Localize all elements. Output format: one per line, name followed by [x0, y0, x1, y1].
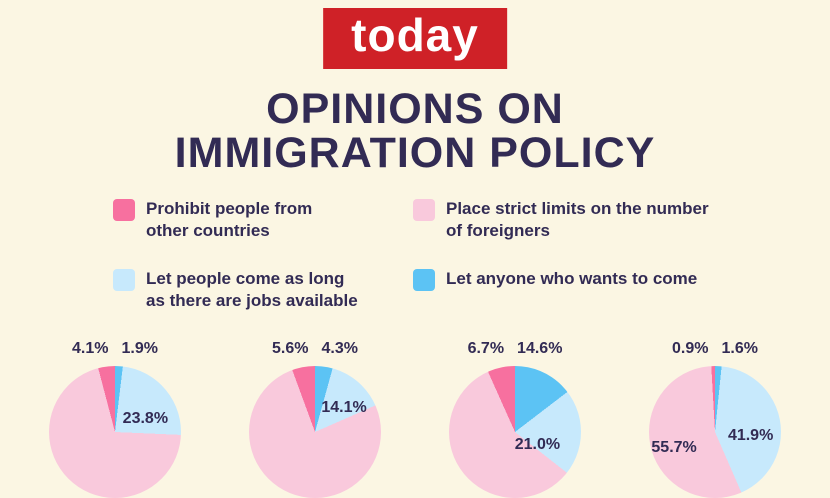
infographic-page: today OPINIONS ON IMMIGRATION POLICY Pro…: [0, 8, 830, 498]
jobs-available-swatch-icon: [113, 269, 135, 292]
page-title-line1: OPINIONS ON: [266, 85, 564, 133]
pie-chart-3: 21.0%: [449, 366, 581, 498]
legend: Prohibit people from other countries Pla…: [113, 198, 714, 312]
pie-chart-1-outer-labels: 4.1% 1.9%: [72, 338, 158, 360]
page-title-line2: IMMIGRATION POLICY: [174, 128, 656, 177]
legend-label-prohibit: Prohibit people from other countries: [146, 199, 313, 241]
pie-charts-row: 4.1% 1.9% 23.8% 5.6% 4.3% 14.1% 6.7% 14.…: [0, 338, 830, 498]
page-title: OPINIONS ON IMMIGRATION POLICY: [0, 85, 830, 177]
pie-chart-4-outer-labels: 0.9% 1.6%: [672, 338, 758, 360]
pie-chart-3-outer-labels: 6.7% 14.6%: [468, 338, 563, 360]
legend-item-jobs-available: Let people come as long as there are job…: [113, 268, 413, 312]
pie-chart-2-block: 5.6% 4.3% 14.1%: [230, 338, 400, 498]
pie4-let-anyone-percent-label: 1.6%: [721, 340, 758, 357]
pie2-let-anyone-percent-label: 4.3%: [321, 340, 358, 357]
legend-label-jobs-available: Let people come as long as there are job…: [146, 269, 358, 311]
pie4-jobs-available-percent-label: 41.9%: [727, 426, 774, 444]
legend-label-strict-limits: Place strict limits on the number of for…: [446, 199, 709, 241]
let-anyone-come-swatch-icon: [413, 269, 435, 292]
pie2-jobs-available-percent-label: 14.1%: [321, 399, 367, 417]
legend-item-let-anyone-come: Let anyone who wants to come: [413, 268, 714, 312]
pie-chart-2-outer-labels: 5.6% 4.3%: [272, 338, 358, 360]
pie-chart-1-block: 4.1% 1.9% 23.8%: [30, 338, 200, 498]
pie-chart-1: 23.8%: [49, 366, 181, 498]
pie3-let-anyone-percent-label: 14.6%: [517, 340, 563, 357]
pie-chart-4: 55.7% 41.9%: [649, 366, 781, 498]
pie4-prohibit-percent-label: 0.9%: [672, 340, 709, 357]
pie2-prohibit-percent-label: 5.6%: [272, 340, 309, 357]
pie1-let-anyone-percent-label: 1.9%: [121, 340, 158, 357]
pie-chart-4-block: 0.9% 1.6% 55.7% 41.9%: [630, 338, 800, 498]
pie1-jobs-available-percent-label: 23.8%: [122, 409, 169, 427]
pie3-jobs-available-percent-label: 21.0%: [514, 436, 561, 454]
legend-item-strict-limits: Place strict limits on the number of for…: [413, 198, 714, 242]
pie-chart-2: 14.1%: [249, 366, 381, 498]
legend-item-prohibit: Prohibit people from other countries: [113, 198, 413, 242]
prohibit-swatch-icon: [113, 199, 135, 221]
pie1-prohibit-percent-label: 4.1%: [72, 340, 109, 357]
pie4-strict-limits-percent-label: 55.7%: [651, 438, 697, 456]
pie-chart-3-block: 6.7% 14.6% 21.0%: [430, 338, 600, 498]
legend-label-let-anyone-come: Let anyone who wants to come: [446, 269, 698, 289]
strict-limits-swatch-icon: [413, 199, 435, 221]
pie3-prohibit-percent-label: 6.7%: [467, 340, 505, 357]
today-logo: today: [323, 8, 507, 69]
